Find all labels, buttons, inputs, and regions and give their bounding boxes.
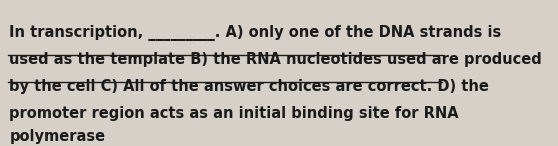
Text: used as the template B) the RNA nucleotides used are produced: used as the template B) the RNA nucleoti… [9, 52, 542, 67]
Text: In transcription, _________. A) only one of the DNA strands is: In transcription, _________. A) only one… [9, 26, 502, 41]
Text: promoter region acts as an initial binding site for RNA: promoter region acts as an initial bindi… [9, 106, 459, 121]
Text: polymerase: polymerase [9, 128, 105, 144]
Text: by the cell C) All of the answer choices are correct. D) the: by the cell C) All of the answer choices… [9, 79, 489, 94]
